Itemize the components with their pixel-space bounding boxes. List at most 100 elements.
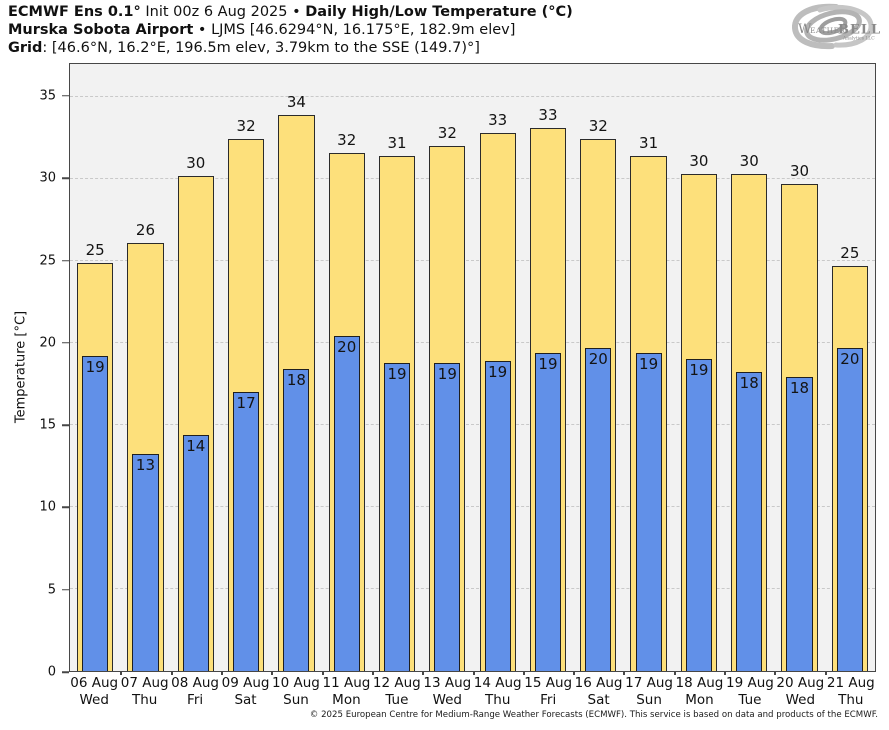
low-bar: 20 xyxy=(836,347,863,671)
x-tick-mark xyxy=(220,671,223,675)
x-tick-weekday: Fri xyxy=(540,692,557,708)
y-axis: 0 5 10 15 20 25 30 35 xyxy=(0,63,69,680)
init-time: Init 00z 6 Aug 2025 • xyxy=(140,4,306,20)
y-tick-label-20: 20 xyxy=(39,335,56,351)
weatherbell-logo: W EATHER BELL Analytics LLC xyxy=(792,3,881,50)
bar-group-11-aug: 20 32 xyxy=(322,64,372,671)
bar-group-21-aug: 20 25 xyxy=(825,64,875,671)
station-name: Murska Sobota Airport xyxy=(8,22,194,38)
low-value-label: 18 xyxy=(739,374,759,393)
bar-group-17-aug: 19 31 xyxy=(623,64,673,671)
x-tick-weekday: Thu xyxy=(131,692,158,708)
y-tick-mark xyxy=(62,588,69,591)
x-tick-weekday: Sun xyxy=(636,692,662,708)
x-tick-date: 14 Aug xyxy=(473,675,522,691)
low-value-label: 20 xyxy=(840,349,860,368)
y-tick-mark xyxy=(62,424,69,426)
high-value-label: 32 xyxy=(236,117,256,136)
y-tick-label-30: 30 xyxy=(39,170,56,186)
header-line-1: ECMWF Ens 0.1° Init 00z 6 Aug 2025 • Dai… xyxy=(8,3,573,21)
x-tick-date: 16 Aug xyxy=(574,675,623,691)
high-value-label: 34 xyxy=(286,92,306,111)
logo-subtext: Analytics LLC xyxy=(842,36,875,42)
x-tick-date: 18 Aug xyxy=(675,675,724,691)
y-tick-mark xyxy=(62,177,69,179)
x-tick-label: 12 Aug Tue xyxy=(372,675,422,709)
low-value-label: 19 xyxy=(387,364,407,383)
x-tick-date: 06 Aug xyxy=(70,675,119,691)
low-value-label: 17 xyxy=(236,394,256,413)
y-tick-label-10: 10 xyxy=(39,499,56,515)
x-tick-date: 08 Aug xyxy=(171,675,220,691)
high-value-label: 30 xyxy=(689,151,709,170)
bar-group-14-aug: 19 33 xyxy=(473,64,523,671)
x-tick-weekday: Wed xyxy=(785,692,816,708)
low-bar: 18 xyxy=(786,377,813,671)
low-bar: 13 xyxy=(132,454,159,671)
x-tick-label: 14 Aug Thu xyxy=(473,675,523,709)
low-value-label: 14 xyxy=(186,436,206,455)
high-value-label: 30 xyxy=(789,161,810,180)
gridline-25 xyxy=(70,259,875,261)
x-tick-label: 21 Aug Thu xyxy=(826,675,876,709)
low-value-label: 18 xyxy=(789,379,810,398)
high-value-label: 30 xyxy=(186,153,206,172)
x-tick-mark xyxy=(271,671,274,675)
x-tick-date: 20 Aug xyxy=(776,675,825,691)
x-tick-label: 09 Aug Sat xyxy=(220,675,270,709)
x-tick-weekday: Sat xyxy=(234,692,257,708)
x-tick-label: 18 Aug Mon xyxy=(674,675,724,709)
station-details: • LJMS [46.6294°N, 16.175°E, 182.9m elev… xyxy=(193,22,516,38)
logo-text-bell: BELL xyxy=(838,23,881,38)
x-tick-weekday: Sun xyxy=(283,692,309,708)
x-tick-mark xyxy=(170,671,173,675)
low-value-label: 19 xyxy=(538,354,558,373)
logo-text-w: W xyxy=(798,22,812,37)
x-tick-date: 21 Aug xyxy=(826,675,875,691)
y-tick-mark xyxy=(62,95,69,97)
x-tick-label: 13 Aug Wed xyxy=(422,675,472,709)
y-tick-label-5: 5 xyxy=(47,582,56,598)
low-bar: 18 xyxy=(283,369,310,671)
bar-group-19-aug: 18 30 xyxy=(724,64,774,671)
x-tick-label: 19 Aug Tue xyxy=(725,675,775,709)
high-value-label: 30 xyxy=(739,151,759,170)
x-tick-date: 11 Aug xyxy=(322,675,371,691)
grid-label: Grid xyxy=(8,40,43,56)
chart-title: Daily High/Low Temperature (°C) xyxy=(305,4,573,20)
bars-container: 19 25 13 26 14 30 17 32 18 34 20 32 19 31 19 32 19 33 19 33… xyxy=(70,64,875,671)
low-value-label: 19 xyxy=(85,358,105,377)
bar-group-18-aug: 19 30 xyxy=(674,64,724,671)
x-axis-labels: 06 Aug Wed 07 Aug Thu 08 Aug Fri 09 Aug Sat 10 A… xyxy=(69,675,876,709)
x-tick-mark xyxy=(371,671,374,675)
y-tick-mark xyxy=(62,259,69,262)
x-tick-mark xyxy=(321,671,324,675)
high-value-label: 33 xyxy=(538,105,558,124)
high-value-label: 31 xyxy=(639,133,659,152)
x-tick-weekday: Thu xyxy=(485,692,511,708)
x-tick-date: 13 Aug xyxy=(423,675,472,691)
x-tick-weekday: Mon xyxy=(685,692,714,708)
x-tick-mark xyxy=(724,671,727,675)
high-value-label: 32 xyxy=(437,124,457,143)
bar-group-06-aug: 19 25 xyxy=(70,64,120,671)
x-tick-date: 10 Aug xyxy=(272,675,320,691)
low-value-label: 19 xyxy=(639,354,659,373)
high-value-label: 25 xyxy=(85,240,105,259)
plot-area: 19 25 13 26 14 30 17 32 18 34 20 32 19 31 19 32 19 33 19 33… xyxy=(69,63,876,675)
low-value-label: 20 xyxy=(337,338,357,357)
x-tick-mark xyxy=(623,671,626,675)
low-value-label: 19 xyxy=(437,364,457,383)
x-tick-weekday: Tue xyxy=(385,692,409,708)
x-tick-date: 15 Aug xyxy=(524,675,573,691)
x-tick-label: 06 Aug Wed xyxy=(69,675,119,709)
low-bar: 19 xyxy=(82,356,109,671)
low-bar: 19 xyxy=(534,352,562,671)
low-bar: 20 xyxy=(333,336,360,671)
gridline-20 xyxy=(70,341,875,343)
x-tick-label: 15 Aug Fri xyxy=(523,675,573,709)
high-value-label: 32 xyxy=(588,117,608,136)
low-bar: 17 xyxy=(233,392,260,671)
header-line-3: Grid: [46.6°N, 16.2°E, 196.5m elev, 3.79… xyxy=(8,39,573,57)
low-value-label: 19 xyxy=(488,362,508,381)
